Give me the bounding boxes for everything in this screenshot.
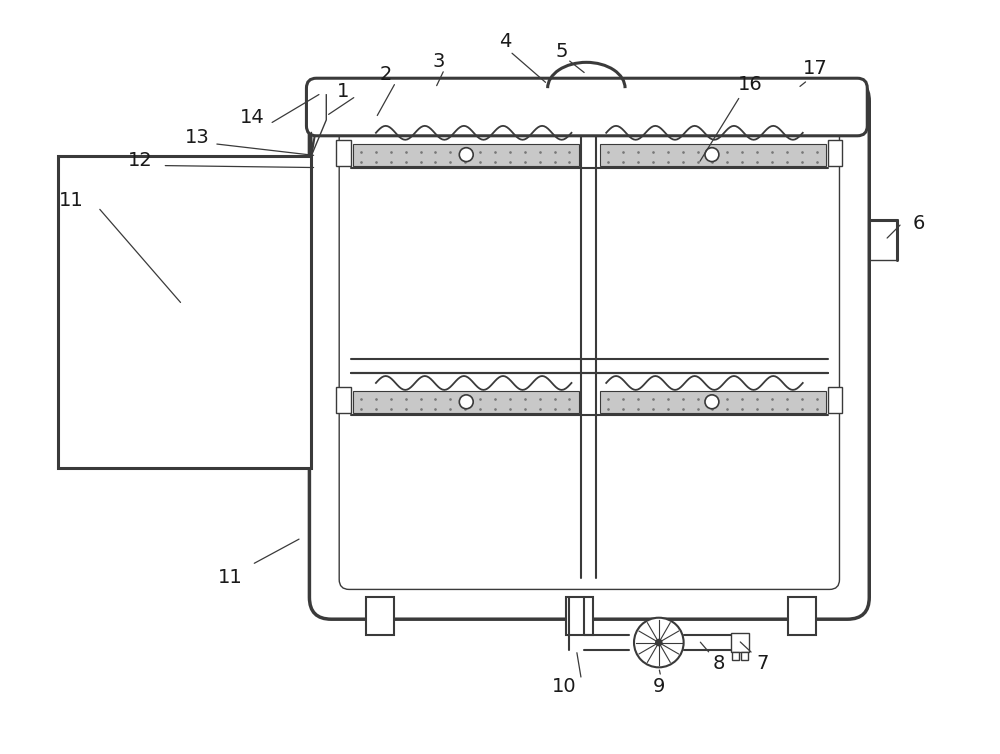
Text: 1: 1 [337,81,349,100]
Circle shape [459,395,473,409]
Text: 9: 9 [653,677,665,696]
Bar [625,83,635,93]
FancyBboxPatch shape [309,79,869,619]
Text: 3: 3 [432,52,445,71]
Bar [788,597,816,635]
Bar [548,83,558,93]
Bar [58,155,311,468]
Bar [828,139,842,166]
Bar [731,633,749,652]
Circle shape [459,148,473,161]
Bar [353,391,579,412]
Text: 14: 14 [239,109,264,127]
Bar [566,597,593,635]
Bar [732,652,739,661]
Text: 2: 2 [380,65,392,84]
Text: 8: 8 [712,654,725,673]
Text: 12: 12 [128,151,153,170]
Text: 17: 17 [803,59,828,78]
Text: 10: 10 [552,677,577,696]
Circle shape [634,618,684,667]
Text: 11: 11 [218,568,242,587]
Bar [353,144,579,166]
Circle shape [656,639,662,645]
Bar [366,597,394,635]
Polygon shape [311,88,316,155]
Bar [336,387,351,412]
Circle shape [705,395,719,409]
Text: 7: 7 [757,654,769,673]
Bar [600,391,826,412]
FancyBboxPatch shape [306,78,867,136]
Circle shape [705,148,719,161]
Bar [741,652,748,661]
Text: 6: 6 [913,213,925,233]
Bar [828,387,842,412]
Text: 11: 11 [59,191,84,210]
Bar [336,139,351,166]
Text: 13: 13 [185,128,210,147]
Text: 5: 5 [555,42,568,61]
Text: 16: 16 [738,75,763,93]
Text: 4: 4 [499,32,511,51]
Bar [600,144,826,166]
